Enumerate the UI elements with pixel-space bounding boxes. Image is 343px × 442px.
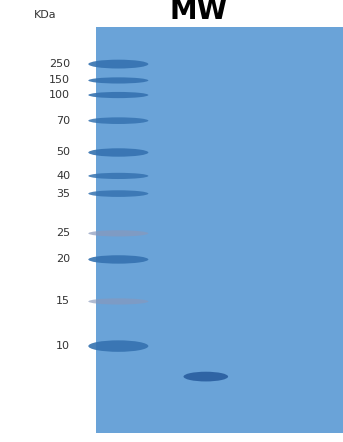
Ellipse shape bbox=[88, 92, 148, 98]
Ellipse shape bbox=[88, 77, 148, 84]
Ellipse shape bbox=[88, 173, 148, 179]
Text: 20: 20 bbox=[56, 255, 70, 264]
Text: KDa: KDa bbox=[34, 11, 57, 20]
Ellipse shape bbox=[88, 60, 148, 69]
Text: 40: 40 bbox=[56, 171, 70, 181]
Text: 50: 50 bbox=[56, 148, 70, 157]
Text: MW: MW bbox=[170, 0, 228, 25]
Text: 100: 100 bbox=[49, 90, 70, 100]
Ellipse shape bbox=[88, 255, 148, 263]
Ellipse shape bbox=[88, 298, 148, 305]
Ellipse shape bbox=[88, 148, 148, 157]
Ellipse shape bbox=[184, 372, 228, 381]
Bar bbox=[96, 27, 343, 433]
Text: 35: 35 bbox=[56, 189, 70, 198]
Text: 150: 150 bbox=[49, 76, 70, 85]
Ellipse shape bbox=[88, 117, 148, 124]
Text: 15: 15 bbox=[56, 297, 70, 306]
Text: 10: 10 bbox=[56, 341, 70, 351]
Ellipse shape bbox=[88, 190, 148, 197]
Ellipse shape bbox=[88, 230, 148, 236]
Text: 250: 250 bbox=[49, 59, 70, 69]
Text: 25: 25 bbox=[56, 229, 70, 238]
Ellipse shape bbox=[88, 340, 148, 352]
Text: 70: 70 bbox=[56, 116, 70, 126]
